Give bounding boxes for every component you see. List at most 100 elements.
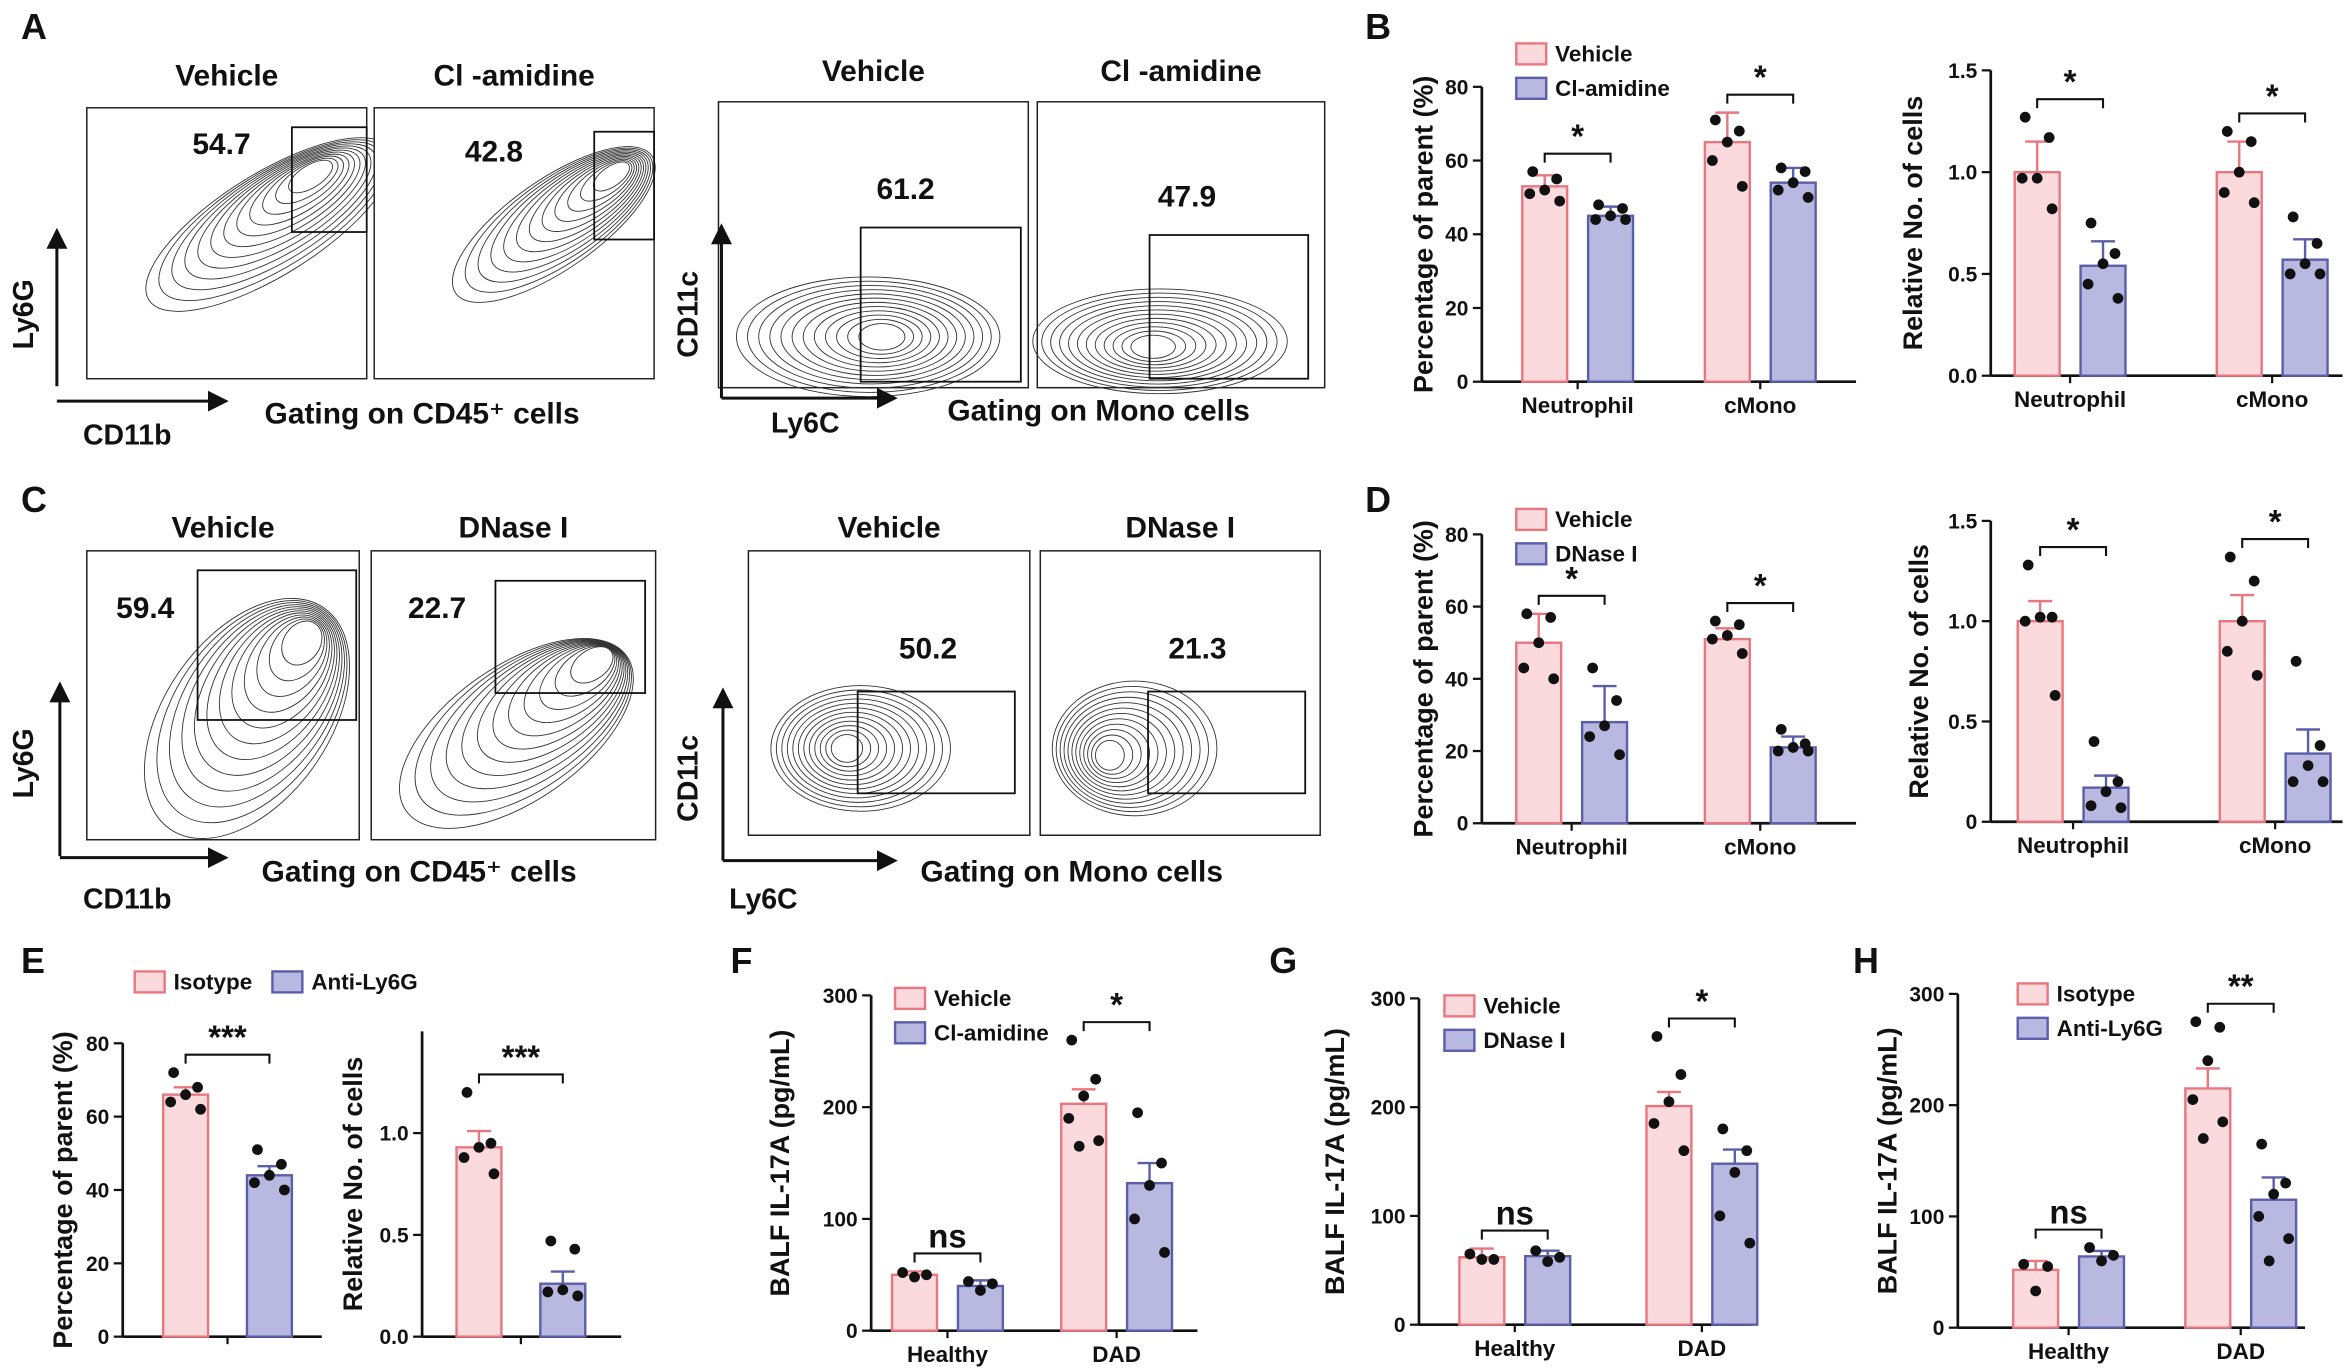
data-point bbox=[1787, 742, 1799, 753]
significance-bracket bbox=[2034, 1228, 2103, 1239]
significance-bracket bbox=[1480, 1229, 1549, 1240]
contour bbox=[580, 160, 633, 202]
data-point bbox=[1524, 188, 1536, 200]
contour bbox=[539, 644, 618, 710]
data-point bbox=[1587, 662, 1598, 674]
data-point bbox=[2245, 136, 2257, 147]
bar bbox=[1769, 181, 1817, 383]
contour bbox=[243, 614, 330, 713]
contour bbox=[1067, 702, 1184, 800]
contour bbox=[249, 153, 350, 226]
x-tick-label: Neutrophil bbox=[2017, 833, 2129, 858]
contour bbox=[262, 155, 344, 215]
panel-letter: E bbox=[21, 940, 45, 981]
x-tick-label: cMono bbox=[2236, 387, 2308, 412]
contour bbox=[399, 638, 634, 829]
y-axis-label: Ly6G bbox=[8, 728, 40, 798]
contour bbox=[780, 293, 966, 381]
y-tick-label: 300 bbox=[1371, 988, 1406, 1011]
data-point bbox=[1675, 1069, 1687, 1080]
data-point bbox=[1090, 1073, 1102, 1085]
contour bbox=[156, 600, 348, 824]
legend-swatch bbox=[1515, 542, 1548, 566]
data-point bbox=[2283, 1233, 2295, 1245]
bar bbox=[2012, 1268, 2060, 1329]
data-point bbox=[1772, 184, 1784, 196]
data-point bbox=[2253, 1211, 2265, 1222]
bar bbox=[1586, 214, 1635, 383]
x-tick-label: cMono bbox=[2239, 833, 2311, 858]
data-point bbox=[2280, 1177, 2292, 1189]
legend-swatch bbox=[1515, 507, 1548, 532]
contour bbox=[1112, 326, 1197, 366]
data-point bbox=[168, 1067, 180, 1079]
y-tick-label: 60 bbox=[86, 1106, 109, 1129]
data-point bbox=[2088, 736, 2100, 747]
panel-letter: B bbox=[1365, 6, 1391, 47]
data-point bbox=[1073, 1140, 1085, 1152]
contour bbox=[430, 639, 631, 803]
data-point bbox=[1617, 203, 1628, 214]
x-tick-label: cMono bbox=[1724, 393, 1796, 418]
bar bbox=[1703, 637, 1751, 825]
legend-label: Anti-Ly6G bbox=[2057, 1016, 2163, 1041]
contour bbox=[451, 146, 656, 303]
data-point bbox=[975, 1285, 986, 1296]
data-point bbox=[2084, 1242, 2095, 1253]
significance-bracket bbox=[477, 1073, 564, 1084]
data-point bbox=[1663, 1096, 1675, 1108]
data-point bbox=[473, 1141, 485, 1153]
plot-frame bbox=[717, 101, 1030, 389]
data-point bbox=[2218, 187, 2230, 198]
data-point bbox=[1476, 1254, 1488, 1265]
x-tick-label: Neutrophil bbox=[1516, 835, 1628, 860]
contour bbox=[181, 604, 343, 792]
legend-swatch bbox=[1515, 42, 1548, 66]
data-point bbox=[1539, 184, 1551, 196]
y-tick-label: 0 bbox=[1457, 813, 1469, 836]
contour bbox=[792, 702, 919, 794]
significance-label: ns bbox=[928, 1217, 966, 1254]
contour bbox=[503, 151, 647, 263]
data-point bbox=[1533, 637, 1545, 649]
plot-title: DNase I bbox=[459, 511, 569, 544]
significance-label: * bbox=[2067, 511, 2080, 548]
significance-bracket bbox=[2238, 112, 2307, 123]
significance-label: * bbox=[2266, 77, 2279, 114]
panel-letter: D bbox=[1365, 479, 1391, 520]
significance-label: * bbox=[1754, 59, 1767, 96]
legend-label: Isotype bbox=[174, 969, 253, 994]
significance-label: * bbox=[1754, 567, 1767, 604]
data-point bbox=[1741, 1145, 1753, 1157]
significance-bracket bbox=[2241, 537, 2310, 549]
legend-swatch bbox=[1515, 76, 1548, 100]
data-point bbox=[2263, 1255, 2275, 1267]
data-point bbox=[2236, 615, 2248, 627]
contour bbox=[288, 159, 333, 194]
contour bbox=[1076, 309, 1237, 379]
data-point bbox=[1772, 745, 1784, 757]
contour bbox=[256, 616, 328, 697]
plot-title: Vehicle bbox=[822, 55, 925, 88]
contour bbox=[464, 147, 654, 293]
plot-title: Cl -amidine bbox=[434, 59, 595, 92]
data-point bbox=[2284, 268, 2296, 280]
y-tick-label: 0 bbox=[98, 1326, 110, 1349]
contour bbox=[1121, 330, 1187, 363]
data-point bbox=[252, 1144, 263, 1156]
y-tick-label: 100 bbox=[1909, 1206, 1944, 1229]
data-point bbox=[1599, 720, 1610, 732]
data-point bbox=[2097, 258, 2109, 270]
contour bbox=[231, 612, 333, 729]
y-axis-label: Percentage of parent (%) bbox=[48, 1031, 78, 1348]
y-axis-label: Relative No. of cells bbox=[338, 1057, 368, 1312]
y-tick-label: 0.5 bbox=[1948, 263, 1977, 286]
data-point bbox=[2109, 248, 2121, 259]
panel-letter: C bbox=[21, 479, 47, 520]
x-tick-label: Neutrophil bbox=[1522, 393, 1634, 418]
data-point bbox=[2214, 1021, 2226, 1033]
bar bbox=[1703, 140, 1751, 383]
error-bar bbox=[2293, 238, 2318, 260]
significance-label: *** bbox=[502, 1038, 541, 1075]
